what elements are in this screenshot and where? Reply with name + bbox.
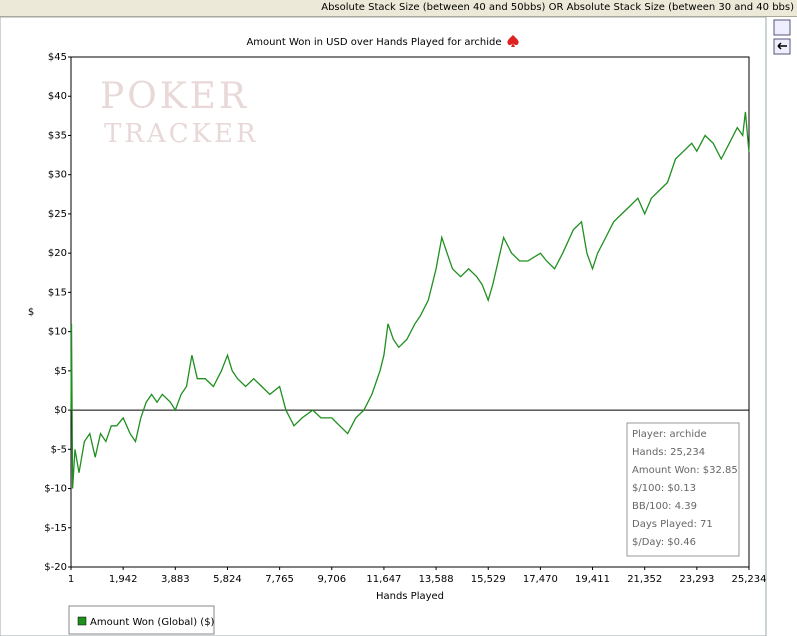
y-tick-label: $15 — [48, 287, 67, 298]
stats-box — [626, 422, 740, 557]
y-tick-label: $25 — [48, 209, 67, 220]
watermark: POKER — [100, 76, 249, 117]
x-tick-label: 17,470 — [523, 574, 558, 585]
watermark: TRACKER — [104, 119, 259, 149]
legend-label: Amount Won (Global) ($) — [90, 617, 215, 628]
stats-line: $/100: $0.13 — [632, 483, 696, 494]
back-arrow — [777, 42, 787, 50]
y-tick-label: $20 — [48, 248, 67, 259]
x-tick-label: 7,765 — [265, 574, 294, 585]
stats-line: Amount Won: $32.85 — [632, 465, 738, 476]
y-tick-label: $30 — [48, 170, 67, 181]
y-tick-label: $0 — [54, 405, 67, 416]
x-tick-label: 15,529 — [471, 574, 506, 585]
y-tick-label: $-5 — [51, 444, 67, 455]
stats-line: BB/100: 4.39 — [632, 501, 697, 512]
x-tick-label: 23,293 — [679, 574, 714, 585]
y-axis-label: $ — [28, 307, 34, 318]
y-tick-label: $-20 — [44, 562, 67, 573]
y-tick-label: $45 — [48, 52, 67, 63]
x-tick-label: 9,706 — [317, 574, 346, 585]
zoom-button[interactable] — [773, 19, 791, 36]
y-tick-label: $5 — [54, 366, 67, 377]
filter-bar: Absolute Stack Size (between 40 and 50bb… — [0, 0, 797, 17]
x-tick-label: 5,824 — [213, 574, 242, 585]
spade-icon — [507, 35, 519, 47]
stats-line: Player: archide — [632, 429, 707, 440]
x-tick-label: 19,411 — [575, 574, 610, 585]
y-tick-label: $40 — [48, 91, 67, 102]
x-tick-label: 25,234 — [732, 574, 767, 585]
y-tick-label: $10 — [48, 327, 67, 338]
stats-line: $/Day: $0.46 — [632, 537, 696, 548]
filter-text: Absolute Stack Size (between 40 and 50bb… — [321, 2, 794, 13]
x-tick-label: 3,883 — [161, 574, 190, 585]
x-tick-label: 1 — [68, 574, 74, 585]
x-tick-label: 13,588 — [419, 574, 454, 585]
y-tick-label: $-10 — [44, 484, 67, 495]
plot-area — [70, 56, 750, 568]
chart-title: Amount Won in USD over Hands Played for … — [246, 37, 501, 48]
stats-line: Hands: 25,234 — [632, 447, 705, 458]
legend-box — [68, 605, 215, 635]
x-tick-label: 21,352 — [627, 574, 662, 585]
x-tick-label: 1,942 — [109, 574, 138, 585]
legend-swatch — [77, 616, 87, 626]
line-series — [70, 111, 750, 489]
y-tick-label: $-15 — [44, 523, 67, 534]
chart: Amount Won in USD over Hands Played for … — [0, 17, 791, 636]
x-axis-label: Hands Played — [376, 591, 444, 602]
x-tick-label: 11,647 — [366, 574, 401, 585]
y-tick-label: $35 — [48, 130, 67, 141]
stats-line: Days Played: 71 — [632, 519, 713, 530]
